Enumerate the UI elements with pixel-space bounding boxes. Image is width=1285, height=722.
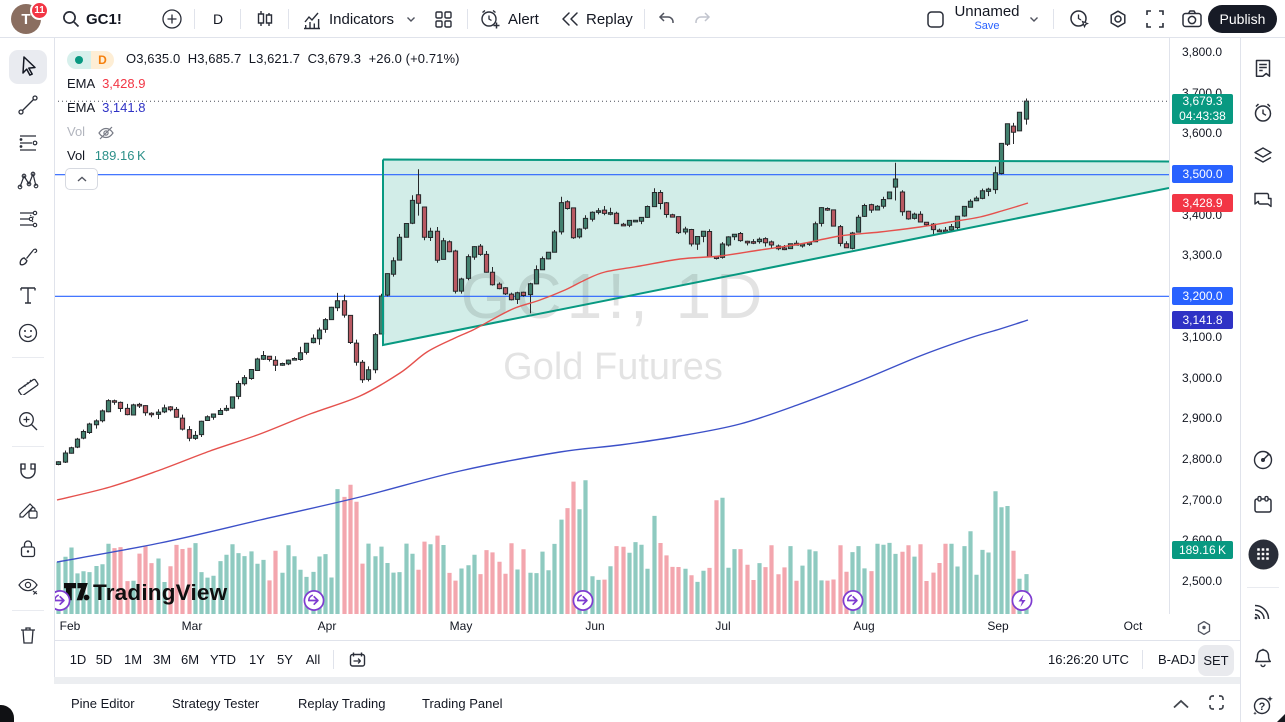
svg-text:TradingView: TradingView bbox=[93, 580, 228, 605]
svg-text:Gold Futures: Gold Futures bbox=[503, 346, 723, 388]
svg-text:?: ? bbox=[1259, 701, 1266, 713]
